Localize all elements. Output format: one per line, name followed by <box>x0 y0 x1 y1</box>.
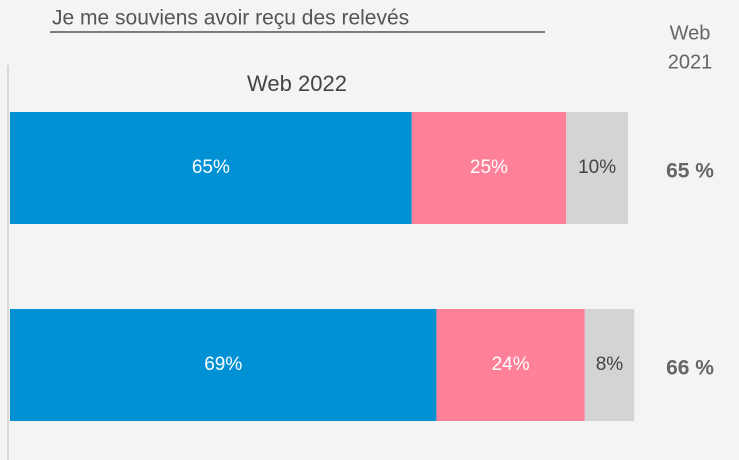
data-label: 10% <box>578 157 616 178</box>
comparison-title: Web <box>670 22 711 44</box>
bar-segment <box>10 112 412 224</box>
data-label: 65% <box>192 157 230 178</box>
bar-segment <box>584 309 635 421</box>
subtitle: Web 2022 <box>247 71 347 96</box>
chart-title: Je me souviens avoir reçu des relevés <box>52 7 409 30</box>
comparison-title: 2021 <box>668 51 713 73</box>
data-label: 8% <box>596 354 624 375</box>
bar-segment <box>566 112 628 224</box>
bar-segment <box>436 309 585 421</box>
bar-segment <box>411 112 567 224</box>
data-label: 25% <box>470 157 508 178</box>
data-label: 24% <box>492 354 530 375</box>
comparison-value: 65 % <box>666 160 714 183</box>
comparison-value: 66 % <box>666 357 714 380</box>
data-label: 69% <box>204 354 242 375</box>
bar-segment <box>10 309 437 421</box>
